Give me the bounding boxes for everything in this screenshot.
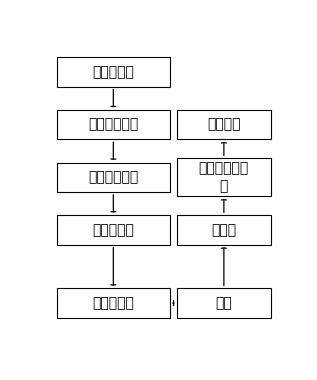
Bar: [177, 158, 271, 196]
Text: 紫外光初步曝
光: 紫外光初步曝 光: [199, 162, 249, 193]
Bar: [57, 57, 170, 87]
Bar: [57, 288, 170, 318]
Bar: [177, 215, 271, 245]
Text: 切割有机玻璃: 切割有机玻璃: [88, 117, 139, 131]
Bar: [57, 110, 170, 139]
Text: 配制液晶胶: 配制液晶胶: [92, 65, 134, 79]
Bar: [177, 288, 271, 318]
Text: 压盒: 压盒: [216, 296, 232, 310]
Text: 滴注液晶胶: 滴注液晶胶: [92, 223, 134, 237]
Text: 二次曝光: 二次曝光: [207, 117, 241, 131]
Text: 撒布衬垫材料: 撒布衬垫材料: [88, 170, 139, 184]
Bar: [177, 110, 271, 139]
Text: 合有机玻璃: 合有机玻璃: [92, 296, 134, 310]
Bar: [57, 215, 170, 245]
Bar: [57, 163, 170, 192]
Text: 贴掩膜: 贴掩膜: [211, 223, 236, 237]
